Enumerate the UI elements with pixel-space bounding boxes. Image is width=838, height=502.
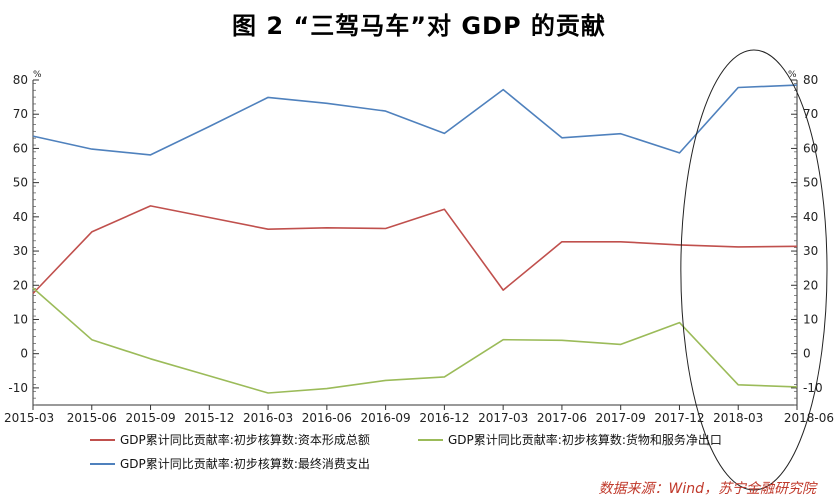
x-tick-label: 2017-06: [537, 411, 587, 425]
y-tick-label-left: 70: [13, 107, 28, 121]
y-tick-label-left: -10: [8, 381, 28, 395]
x-tick-label: 2017-09: [596, 411, 646, 425]
y-tick-label-left: 0: [20, 347, 28, 361]
x-tick-label: 2018-03: [713, 411, 763, 425]
x-tick-label: 2016-06: [302, 411, 352, 425]
legend-label-2: GDP累计同比贡献率:初步核算数:最终消费支出: [120, 456, 370, 471]
y-unit-left: %: [33, 70, 42, 80]
series-line-0: [32, 205, 798, 295]
y-unit-right: %: [788, 70, 797, 80]
y-tick-label-left: 30: [13, 244, 28, 258]
x-tick-label: 2016-03: [243, 411, 293, 425]
legend-label-1: GDP累计同比贡献率:初步核算数:货物和服务净出口: [448, 432, 722, 447]
highlight-ellipse: [680, 49, 828, 491]
y-tick-label-right: -10: [803, 381, 823, 395]
y-tick-label-right: 80: [803, 73, 818, 87]
y-tick-label-left: 80: [13, 73, 28, 87]
x-tick-label: 2017-12: [654, 411, 704, 425]
legend-label-0: GDP累计同比贡献率:初步核算数:资本形成总额: [120, 432, 370, 447]
x-tick-label: 2015-12: [184, 411, 234, 425]
source-note: 数据来源：Wind，苏宁金融研究院: [598, 481, 817, 497]
x-tick-label: 2017-03: [478, 411, 528, 425]
x-tick-label: 2015-06: [67, 411, 117, 425]
y-tick-label-right: 30: [803, 244, 818, 258]
y-tick-label-right: 20: [803, 278, 818, 292]
x-tick-label: 2018-06: [784, 411, 834, 425]
y-tick-label-left: 10: [13, 312, 28, 326]
y-tick-label-right: 0: [803, 347, 811, 361]
series-line-2: [32, 84, 798, 156]
x-tick-label: 2015-03: [4, 411, 54, 425]
y-tick-label-left: 60: [13, 141, 28, 155]
series-line-1: [32, 287, 798, 394]
x-tick-label: 2016-09: [361, 411, 411, 425]
y-tick-label-right: 40: [803, 210, 818, 224]
x-tick-label: 2016-12: [419, 411, 469, 425]
y-tick-label-right: 10: [803, 312, 818, 326]
y-tick-label-right: 50: [803, 176, 818, 190]
y-tick-label-left: 50: [13, 176, 28, 190]
chart-title: 图 2 “三驾马车”对 GDP 的贡献: [232, 12, 606, 40]
y-tick-label-left: 20: [13, 278, 28, 292]
y-tick-label-left: 40: [13, 210, 28, 224]
x-tick-label: 2015-09: [125, 411, 175, 425]
